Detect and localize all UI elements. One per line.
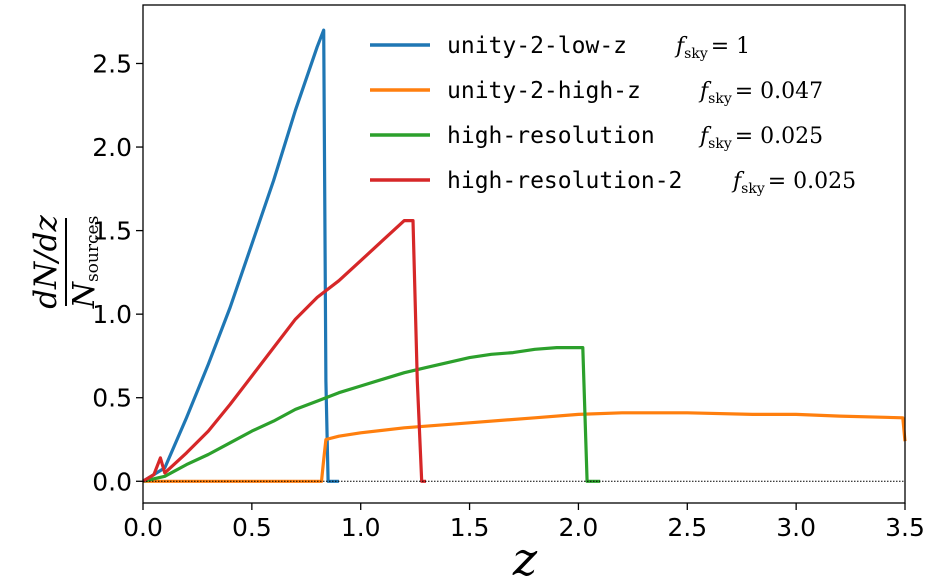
y-tick-label: 1.5 <box>92 217 132 246</box>
legend-fsky-high-resolution-2: fsky = 0.025 <box>731 169 856 197</box>
y-axis-label-denominator-symbol: N <box>67 280 102 309</box>
legend-fsky-high-resolution: fsky = 0.025 <box>698 124 823 152</box>
plot-frame <box>142 4 906 504</box>
legend: unity-2-low-z fsky = 1 unity-2-high-z fsky = … <box>370 33 856 197</box>
x-tick-label: 3.5 <box>885 513 925 542</box>
x-tick-label: 1.0 <box>341 513 381 542</box>
plot-lines <box>142 28 907 483</box>
x-tick-label: 1.5 <box>450 513 490 542</box>
legend-label-unity-2-high-z: unity-2-high-z <box>447 78 641 104</box>
series-line-unity-2-high-z <box>143 411 907 483</box>
y-axis-label-denominator: Nsources <box>67 216 103 310</box>
legend-label-unity-2-low-z: unity-2-low-z <box>447 33 627 59</box>
legend-label-high-resolution: high-resolution <box>447 123 655 149</box>
legend-fsky-unity-2-low-z: fsky = 1 <box>674 34 750 62</box>
x-tick-label: 3.0 <box>776 513 816 542</box>
x-axis-label: z <box>512 532 538 579</box>
y-axis-ticks: 0.0 0.5 1.0 1.5 2.0 2.5 <box>92 49 143 496</box>
y-axis-label: dN/dz Nsources <box>28 215 103 310</box>
y-tick-label: 0.0 <box>92 467 132 496</box>
x-tick-label: 0.5 <box>232 513 272 542</box>
series-line-unity-2-low-z <box>142 28 339 483</box>
series-line-high-resolution <box>142 346 601 483</box>
x-axis-ticks: 0.0 0.5 1.0 1.5 2.0 2.5 3.0 3.5 <box>123 503 925 542</box>
x-tick-label: 2.5 <box>667 513 707 542</box>
y-tick-label: 1.0 <box>92 300 132 329</box>
legend-label-high-resolution-2: high-resolution-2 <box>447 168 682 194</box>
x-tick-label: 2.0 <box>559 513 599 542</box>
legend-fsky-unity-2-high-z: fsky = 0.047 <box>698 79 823 107</box>
series-line-high-resolution-2 <box>142 219 426 483</box>
y-axis-label-numerator: dN/dz <box>28 215 64 309</box>
y-tick-label: 2.5 <box>92 49 132 78</box>
y-tick-label: 0.5 <box>92 384 132 413</box>
y-tick-label: 2.0 <box>92 133 132 162</box>
x-tick-label: 0.0 <box>123 513 163 542</box>
y-axis-label-denominator-subscript: sources <box>83 216 103 282</box>
